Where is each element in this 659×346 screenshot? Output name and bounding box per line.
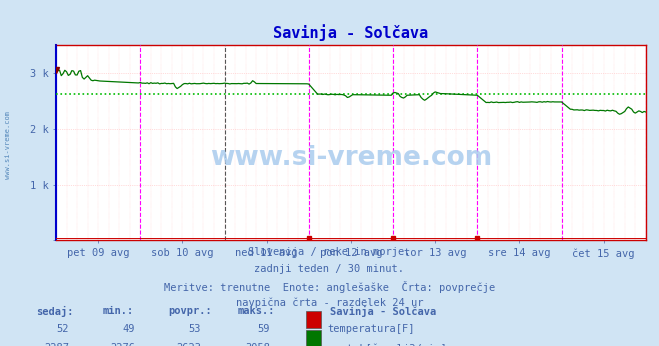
- Text: 2276: 2276: [110, 343, 135, 346]
- Text: maks.:: maks.:: [237, 306, 275, 316]
- Text: 49: 49: [123, 324, 135, 334]
- Text: Slovenija / reke in morje.: Slovenija / reke in morje.: [248, 247, 411, 257]
- Text: temperatura[F]: temperatura[F]: [328, 324, 415, 334]
- Text: povpr.:: povpr.:: [168, 306, 212, 316]
- Text: 2287: 2287: [44, 343, 69, 346]
- Text: Savinja - Solčava: Savinja - Solčava: [330, 306, 436, 317]
- Text: www.si-vreme.com: www.si-vreme.com: [5, 111, 11, 179]
- Text: 52: 52: [57, 324, 69, 334]
- Title: Savinja - Solčava: Savinja - Solčava: [273, 24, 428, 41]
- Text: pretok[čevelj3/min]: pretok[čevelj3/min]: [328, 343, 446, 346]
- Text: Meritve: trenutne  Enote: anglešaške  Črta: povprečje: Meritve: trenutne Enote: anglešaške Črta…: [164, 281, 495, 293]
- Text: min.:: min.:: [102, 306, 133, 316]
- Text: zadnji teden / 30 minut.: zadnji teden / 30 minut.: [254, 264, 405, 274]
- Text: 53: 53: [188, 324, 201, 334]
- Text: sedaj:: sedaj:: [36, 306, 74, 317]
- Text: 2623: 2623: [176, 343, 201, 346]
- Text: 3058: 3058: [245, 343, 270, 346]
- Text: www.si-vreme.com: www.si-vreme.com: [210, 145, 492, 171]
- Text: 59: 59: [258, 324, 270, 334]
- Text: navpična črta - razdelek 24 ur: navpična črta - razdelek 24 ur: [236, 297, 423, 308]
